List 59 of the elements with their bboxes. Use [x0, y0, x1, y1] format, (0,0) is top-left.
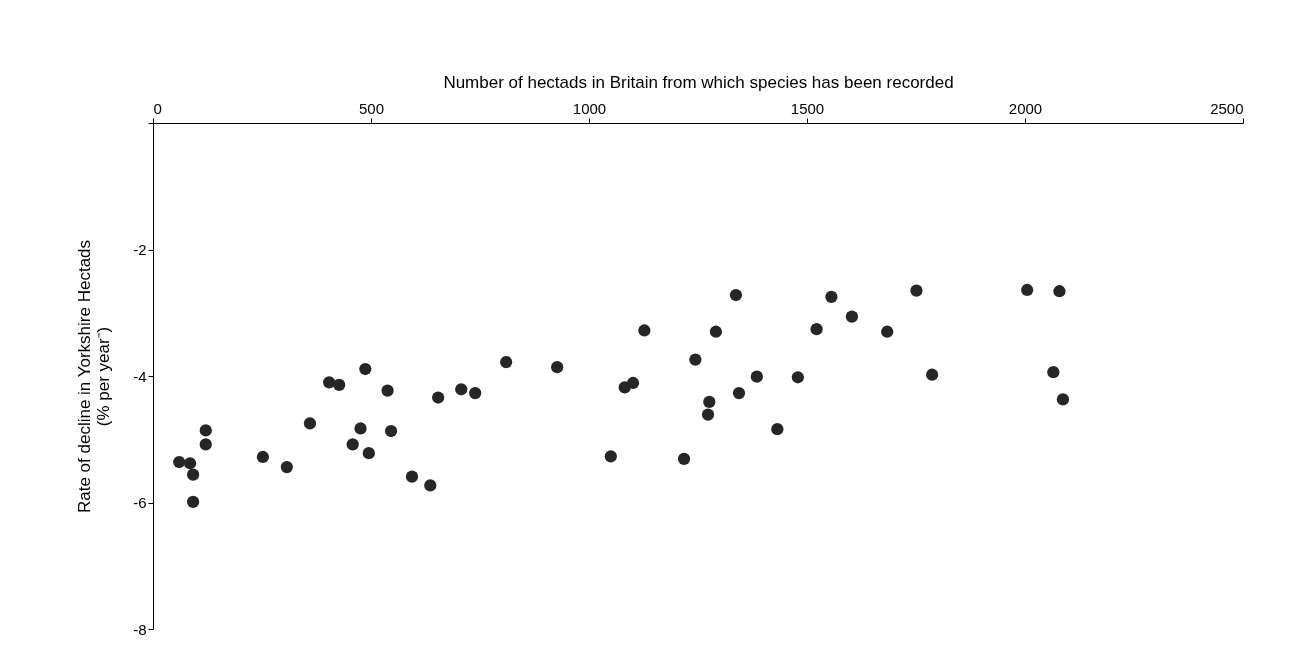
point [732, 386, 746, 400]
point [333, 378, 346, 391]
y-tick-label: -2 [133, 241, 147, 258]
point [323, 376, 336, 389]
point [825, 290, 838, 304]
point [186, 495, 200, 508]
x-tick-label: 2000 [1008, 99, 1043, 117]
y-tick-label: -8 [133, 620, 147, 638]
point [810, 323, 823, 336]
point [703, 395, 716, 409]
point [346, 438, 359, 451]
point [1056, 393, 1070, 406]
point [881, 325, 894, 338]
point [359, 362, 372, 376]
point [845, 310, 859, 323]
point [926, 368, 939, 381]
point [432, 391, 445, 404]
point [183, 457, 197, 470]
point [551, 361, 564, 374]
point [701, 408, 715, 421]
point [256, 450, 269, 464]
point [677, 452, 691, 465]
point [455, 383, 468, 396]
x-tick-label: 2500 [1210, 99, 1244, 117]
x-tick-label: 1500 [790, 99, 825, 117]
point [186, 468, 200, 481]
point [173, 455, 186, 469]
point [405, 470, 419, 483]
point [381, 384, 394, 397]
point [362, 447, 375, 460]
y-tick-label: -4 [133, 367, 147, 385]
point [638, 324, 651, 337]
y-axis-title: Rate of decline in Yorkshire Hectads (% per year⁻) [75, 239, 114, 514]
point [354, 422, 367, 435]
point [280, 460, 293, 474]
point [910, 284, 923, 297]
point [626, 376, 640, 390]
point [1047, 366, 1060, 379]
point [771, 423, 784, 436]
point [604, 450, 617, 463]
x-tick-label: 0 [153, 99, 162, 117]
point [729, 288, 743, 302]
point [469, 386, 482, 400]
point [199, 424, 212, 437]
x-axis-title: Number of hectads in Britain from which species has been recorded [443, 72, 954, 92]
point [500, 355, 513, 369]
y-tick-label: -6 [133, 494, 147, 511]
point [1021, 283, 1034, 297]
x-tick-label: 500 [358, 99, 385, 117]
x-tick-label: 1000 [572, 99, 607, 117]
point [384, 424, 398, 438]
point [689, 353, 702, 366]
point [709, 325, 722, 338]
point [1053, 285, 1066, 298]
point [750, 370, 763, 383]
point [303, 417, 317, 430]
point [791, 371, 804, 384]
point [424, 479, 437, 492]
point [199, 438, 212, 451]
